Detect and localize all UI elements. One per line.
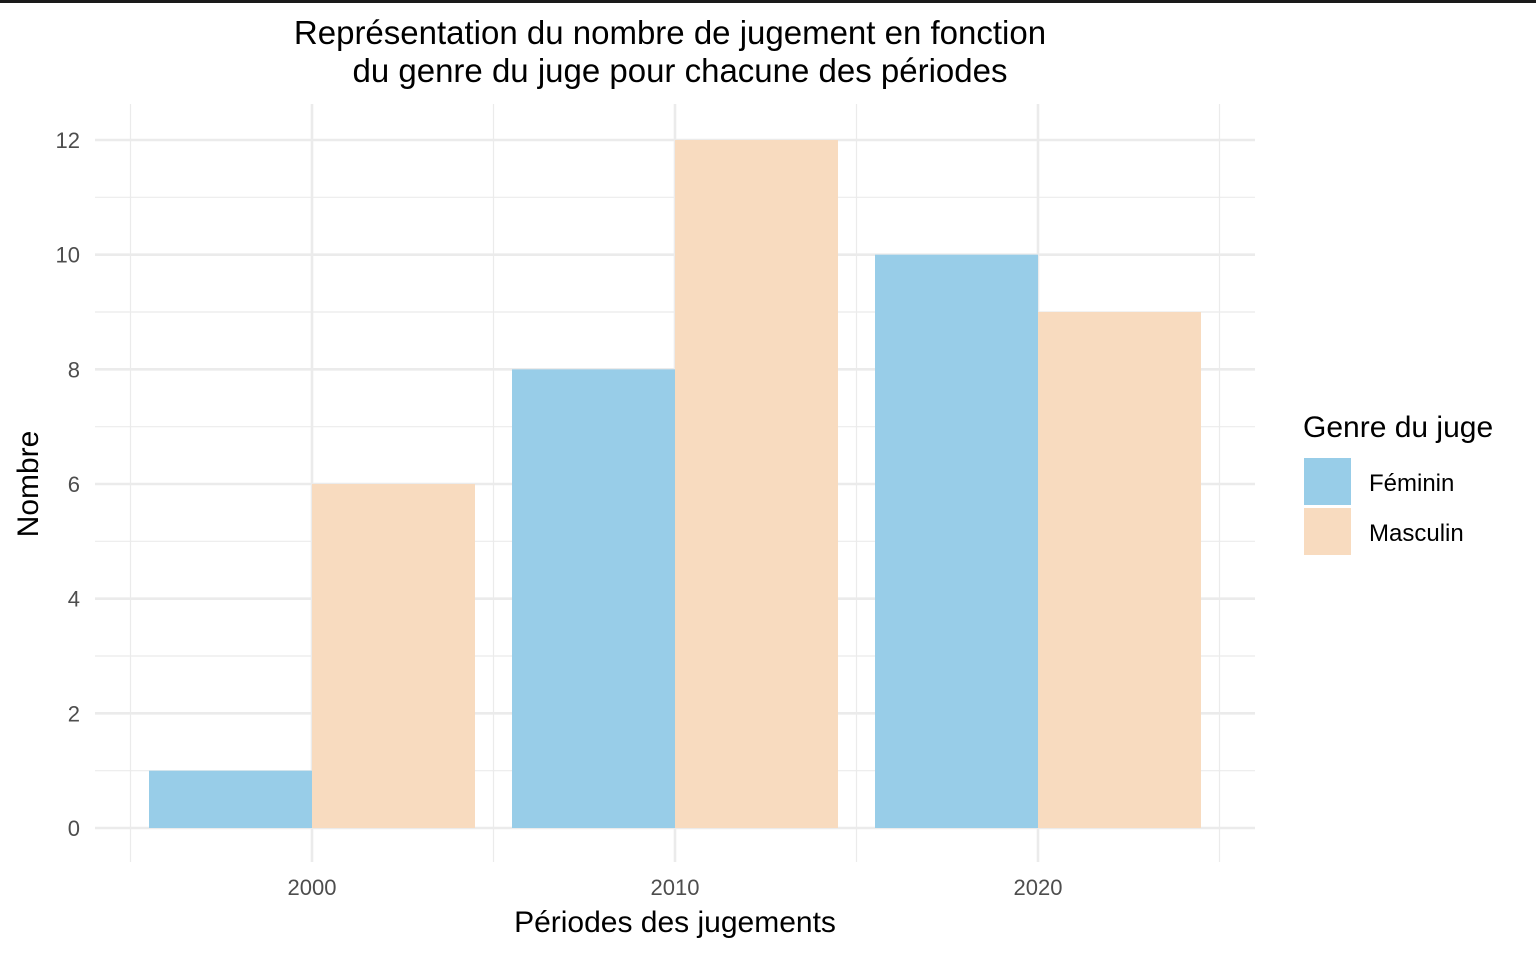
x-axis-ticks: 2000 2010 2020	[288, 875, 1063, 900]
bar-masculin-2020	[1038, 312, 1201, 828]
bar-f-minin-2000	[149, 770, 312, 828]
x-tick-label: 2020	[1014, 875, 1063, 900]
y-tick-label: 0	[68, 816, 80, 841]
y-tick-label: 12	[56, 128, 80, 153]
legend: Genre du juge Féminin Masculin	[1303, 411, 1493, 555]
bar-masculin-2010	[675, 140, 838, 828]
legend-title: Genre du juge	[1303, 411, 1493, 444]
legend-swatch-feminin	[1304, 458, 1351, 505]
legend-swatch-masculin	[1304, 508, 1351, 555]
chart-title-line-2: du genre du juge pour chacune des périod…	[353, 52, 1008, 89]
bar-f-minin-2010	[512, 369, 675, 828]
y-tick-label: 10	[56, 243, 80, 268]
legend-label-feminin: Féminin	[1369, 470, 1454, 497]
chart-title-line-1: Représentation du nombre de jugement en …	[294, 14, 1046, 51]
y-axis-ticks: 0 2 4 6 8 10 12	[56, 128, 80, 841]
bar-masculin-2000	[312, 484, 475, 828]
bar-f-minin-2020	[875, 254, 1038, 828]
x-axis-title: Périodes des jugements	[514, 906, 836, 939]
y-tick-label: 4	[68, 587, 80, 612]
x-tick-label: 2010	[651, 875, 700, 900]
y-tick-label: 8	[68, 357, 80, 382]
y-axis-title: Nombre	[12, 431, 45, 538]
y-tick-label: 6	[68, 472, 80, 497]
top-border	[0, 0, 1536, 3]
x-tick-label: 2000	[288, 875, 337, 900]
bars	[149, 140, 1201, 828]
y-tick-label: 2	[68, 701, 80, 726]
legend-label-masculin: Masculin	[1369, 520, 1464, 547]
